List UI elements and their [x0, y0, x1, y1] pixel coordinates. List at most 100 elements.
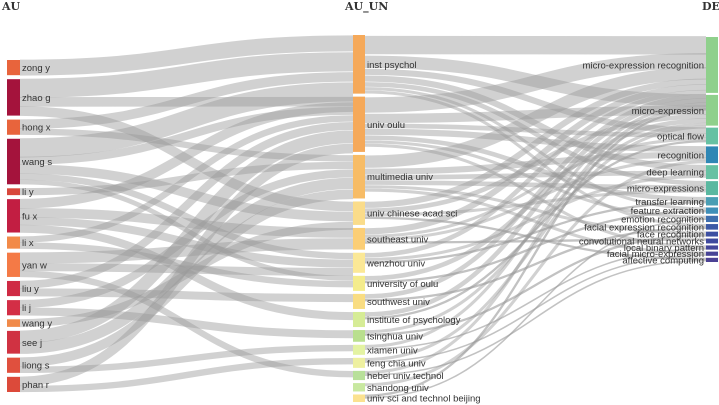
de-node[interactable] [706, 127, 718, 145]
de-node-label: facial expression recognition [584, 222, 704, 233]
flow-link [364, 151, 707, 175]
de-node[interactable] [706, 238, 718, 244]
de-node[interactable] [706, 245, 718, 250]
de-node[interactable] [706, 231, 718, 237]
au-un-node[interactable] [353, 154, 365, 199]
au-node[interactable] [7, 138, 20, 185]
au-un-node[interactable] [353, 394, 365, 402]
flow-link [19, 217, 354, 268]
flow-link [364, 234, 707, 336]
au-node[interactable] [7, 319, 20, 327]
de-node[interactable] [706, 257, 718, 262]
au-un-node-label: wenzhou univ [366, 258, 425, 269]
au-un-node[interactable] [353, 201, 365, 225]
flow-link [364, 118, 707, 281]
de-node[interactable] [706, 165, 718, 180]
flow-link [19, 242, 354, 288]
flow-link [19, 72, 354, 129]
de-node-label: micro-expression [632, 106, 704, 117]
flow-link [364, 210, 707, 284]
au-un-node[interactable] [353, 330, 365, 342]
de-node[interactable] [706, 37, 718, 93]
de-node-label: optical flow [657, 132, 704, 143]
flow-link [19, 102, 354, 209]
flow-link [19, 130, 354, 344]
flow-link [19, 224, 354, 321]
flow-link [19, 143, 354, 387]
au-un-node-label: univ chinese acad sci [367, 209, 457, 220]
de-node-label: feature extraction [631, 206, 704, 217]
au-node[interactable] [7, 252, 20, 277]
au-node[interactable] [7, 79, 20, 116]
au-un-node[interactable] [353, 370, 365, 381]
flow-link [19, 344, 354, 373]
au-node[interactable] [7, 60, 20, 76]
au-node[interactable] [7, 119, 20, 135]
flow-link [19, 106, 354, 212]
au-node[interactable] [7, 280, 20, 297]
au-node[interactable] [7, 236, 20, 249]
de-node[interactable] [706, 224, 718, 230]
au-un-node[interactable] [353, 96, 365, 152]
flow-link [364, 174, 707, 261]
au-un-node-label: tsinghua univ [367, 331, 423, 342]
de-node-label: face recognition [637, 230, 704, 241]
au-un-node[interactable] [353, 383, 365, 392]
column-header-au: AU [2, 0, 21, 13]
au-node-label: yan w [22, 260, 47, 271]
flow-link [364, 84, 707, 235]
flow-link [19, 263, 354, 276]
flow-link [19, 221, 354, 328]
au-node[interactable] [7, 357, 20, 373]
au-un-node-label: inst psychol [367, 60, 417, 71]
de-node[interactable] [706, 215, 718, 223]
au-un-node[interactable] [353, 344, 365, 355]
column-header-de: DE [702, 0, 719, 13]
flow-link [364, 216, 707, 261]
de-node[interactable] [706, 207, 718, 214]
au-un-node-label: univ oulu [367, 120, 405, 131]
au-un-node-label: shandong univ [367, 383, 429, 394]
flow-link [19, 82, 354, 158]
flow-link [19, 179, 354, 281]
flow-link [364, 188, 707, 255]
flow-link [19, 35, 354, 76]
de-node[interactable] [706, 251, 718, 256]
de-node-label: affective computing [622, 255, 704, 266]
au-un-node[interactable] [353, 252, 365, 273]
au-un-node[interactable] [353, 275, 365, 291]
au-un-node[interactable] [353, 311, 365, 328]
flow-link [19, 307, 354, 339]
flow-link [19, 357, 354, 393]
flow-link [364, 102, 707, 348]
de-node[interactable] [706, 94, 718, 126]
au-node-label: zhao g [22, 93, 51, 104]
au-node[interactable] [7, 376, 20, 392]
au-node[interactable] [7, 330, 20, 354]
de-node[interactable] [706, 181, 718, 196]
au-un-node-label: university of oulu [367, 279, 438, 290]
au-node[interactable] [7, 300, 20, 316]
au-un-node-label: univ sci and technol beijing [367, 394, 481, 405]
de-node-label: convolutional neural networks [579, 236, 704, 247]
flow-link [364, 78, 707, 208]
au-node-label: wang y [21, 319, 52, 330]
de-node-label: facial micro-expression [607, 249, 704, 260]
au-node[interactable] [7, 188, 20, 196]
de-node[interactable] [706, 197, 718, 206]
flow-link [364, 75, 707, 172]
de-node[interactable] [706, 146, 718, 164]
flow-link [364, 122, 707, 334]
flow-link [364, 105, 707, 375]
au-un-node[interactable] [353, 227, 365, 250]
au-un-node[interactable] [353, 293, 365, 309]
flow-link [364, 105, 707, 124]
flow-link [364, 98, 707, 317]
flow-link [364, 67, 707, 168]
au-un-node[interactable] [353, 35, 365, 94]
au-un-node[interactable] [353, 357, 365, 368]
au-node-label: fu x [22, 211, 38, 222]
au-node[interactable] [7, 199, 20, 233]
